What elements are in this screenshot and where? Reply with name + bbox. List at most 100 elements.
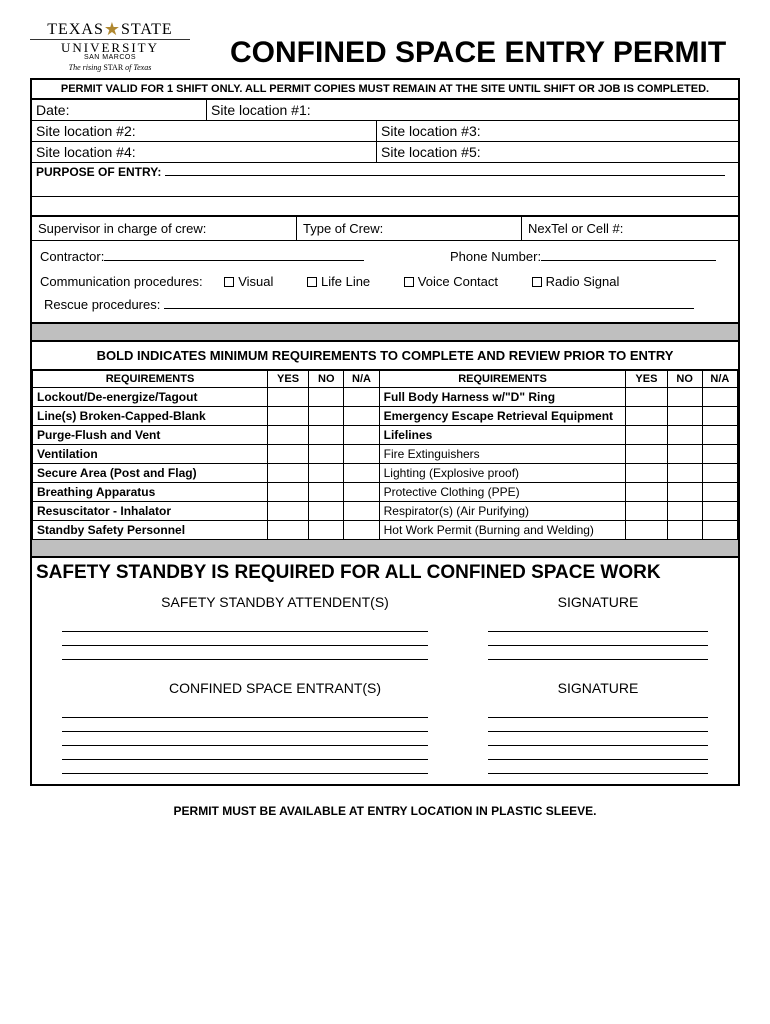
req-yes[interactable] <box>626 445 667 464</box>
req-label-right: Protective Clothing (PPE) <box>379 483 626 502</box>
entrant-line[interactable] <box>62 704 428 718</box>
field-supervisor[interactable]: Supervisor in charge of crew: <box>32 217 297 240</box>
field-phone[interactable]: Phone Number: <box>450 249 730 264</box>
req-yes[interactable] <box>268 426 309 445</box>
req-row: Lockout/De-energize/TagoutFull Body Harn… <box>33 388 738 407</box>
signature-line[interactable] <box>488 732 708 746</box>
signature-line[interactable] <box>488 646 708 660</box>
req-na[interactable] <box>344 464 379 483</box>
req-no[interactable] <box>667 502 702 521</box>
req-no[interactable] <box>309 483 344 502</box>
checkbox-radio[interactable] <box>532 277 542 287</box>
attendant-line[interactable] <box>62 646 428 660</box>
signature-line[interactable] <box>488 618 708 632</box>
req-na[interactable] <box>344 407 379 426</box>
req-no[interactable] <box>309 407 344 426</box>
req-yes[interactable] <box>268 388 309 407</box>
field-date[interactable]: Date: <box>32 100 207 120</box>
req-yes[interactable] <box>626 483 667 502</box>
logo-text-sanmarcos: SAN MARCOS <box>30 54 190 61</box>
req-no[interactable] <box>667 407 702 426</box>
row-date-site1: Date: Site location #1: <box>32 100 738 121</box>
req-na[interactable] <box>702 521 737 540</box>
req-yes[interactable] <box>268 483 309 502</box>
attendant-lines <box>62 618 708 660</box>
req-na[interactable] <box>344 502 379 521</box>
req-yes[interactable] <box>626 502 667 521</box>
req-na[interactable] <box>702 483 737 502</box>
req-yes[interactable] <box>626 407 667 426</box>
req-no[interactable] <box>667 388 702 407</box>
req-row: Breathing ApparatusProtective Clothing (… <box>33 483 738 502</box>
req-no[interactable] <box>667 426 702 445</box>
req-no[interactable] <box>667 521 702 540</box>
req-na[interactable] <box>702 502 737 521</box>
req-yes[interactable] <box>268 521 309 540</box>
purpose-line-2[interactable] <box>32 181 738 197</box>
field-site4[interactable]: Site location #4: <box>32 142 377 162</box>
req-no[interactable] <box>309 445 344 464</box>
entrant-line[interactable] <box>62 718 428 732</box>
hdr-no-left: NO <box>309 371 344 388</box>
req-no[interactable] <box>309 464 344 483</box>
req-yes[interactable] <box>626 464 667 483</box>
req-na[interactable] <box>702 445 737 464</box>
field-rescue[interactable]: Rescue procedures: <box>32 295 738 324</box>
divider-gray-2 <box>32 540 738 558</box>
req-na[interactable] <box>344 521 379 540</box>
safety-standby-title: SAFETY STANDBY IS REQUIRED FOR ALL CONFI… <box>32 558 738 594</box>
signature-line[interactable] <box>488 718 708 732</box>
req-no[interactable] <box>309 426 344 445</box>
checkbox-visual[interactable] <box>224 277 234 287</box>
req-na[interactable] <box>344 388 379 407</box>
entrant-line[interactable] <box>62 746 428 760</box>
req-row: Line(s) Broken-Capped-BlankEmergency Esc… <box>33 407 738 426</box>
signature-line[interactable] <box>488 704 708 718</box>
hdr-signature-2: SIGNATURE <box>488 680 708 696</box>
req-na[interactable] <box>344 445 379 464</box>
field-contractor[interactable]: Contractor: <box>40 249 450 264</box>
req-yes[interactable] <box>626 521 667 540</box>
req-yes[interactable] <box>268 464 309 483</box>
row-site4-site5: Site location #4: Site location #5: <box>32 142 738 163</box>
row-communication: Communication procedures: Visual Life Li… <box>32 268 738 295</box>
req-no[interactable] <box>309 388 344 407</box>
field-purpose[interactable]: PURPOSE OF ENTRY: <box>32 163 738 181</box>
entrant-line[interactable] <box>62 760 428 774</box>
req-yes[interactable] <box>268 407 309 426</box>
req-label-left: Ventilation <box>33 445 268 464</box>
attendant-line[interactable] <box>62 618 428 632</box>
checkbox-lifeline[interactable] <box>307 277 317 287</box>
req-no[interactable] <box>309 521 344 540</box>
field-site2[interactable]: Site location #2: <box>32 121 377 141</box>
req-no[interactable] <box>309 502 344 521</box>
req-yes[interactable] <box>268 445 309 464</box>
requirements-table: REQUIREMENTS YES NO N/A REQUIREMENTS YES… <box>32 370 738 540</box>
req-yes[interactable] <box>268 502 309 521</box>
req-na[interactable] <box>702 426 737 445</box>
hdr-yes-right: YES <box>626 371 667 388</box>
field-site5[interactable]: Site location #5: <box>377 142 738 162</box>
req-no[interactable] <box>667 464 702 483</box>
logo-tagline: The rising STAR of Texas <box>30 64 190 72</box>
checkbox-voice[interactable] <box>404 277 414 287</box>
field-crew-type[interactable]: Type of Crew: <box>297 217 522 240</box>
signature-line[interactable] <box>488 760 708 774</box>
req-na[interactable] <box>702 388 737 407</box>
req-na[interactable] <box>344 483 379 502</box>
entrant-line[interactable] <box>62 732 428 746</box>
req-na[interactable] <box>344 426 379 445</box>
field-site1[interactable]: Site location #1: <box>207 100 738 120</box>
field-site3[interactable]: Site location #3: <box>377 121 738 141</box>
signature-line[interactable] <box>488 632 708 646</box>
attendant-line[interactable] <box>62 632 428 646</box>
req-yes[interactable] <box>626 388 667 407</box>
req-yes[interactable] <box>626 426 667 445</box>
req-na[interactable] <box>702 464 737 483</box>
field-nextel[interactable]: NexTel or Cell #: <box>522 217 738 240</box>
signature-line[interactable] <box>488 746 708 760</box>
req-no[interactable] <box>667 483 702 502</box>
req-na[interactable] <box>702 407 737 426</box>
req-no[interactable] <box>667 445 702 464</box>
requirements-note: BOLD INDICATES MINIMUM REQUIREMENTS TO C… <box>32 342 738 370</box>
